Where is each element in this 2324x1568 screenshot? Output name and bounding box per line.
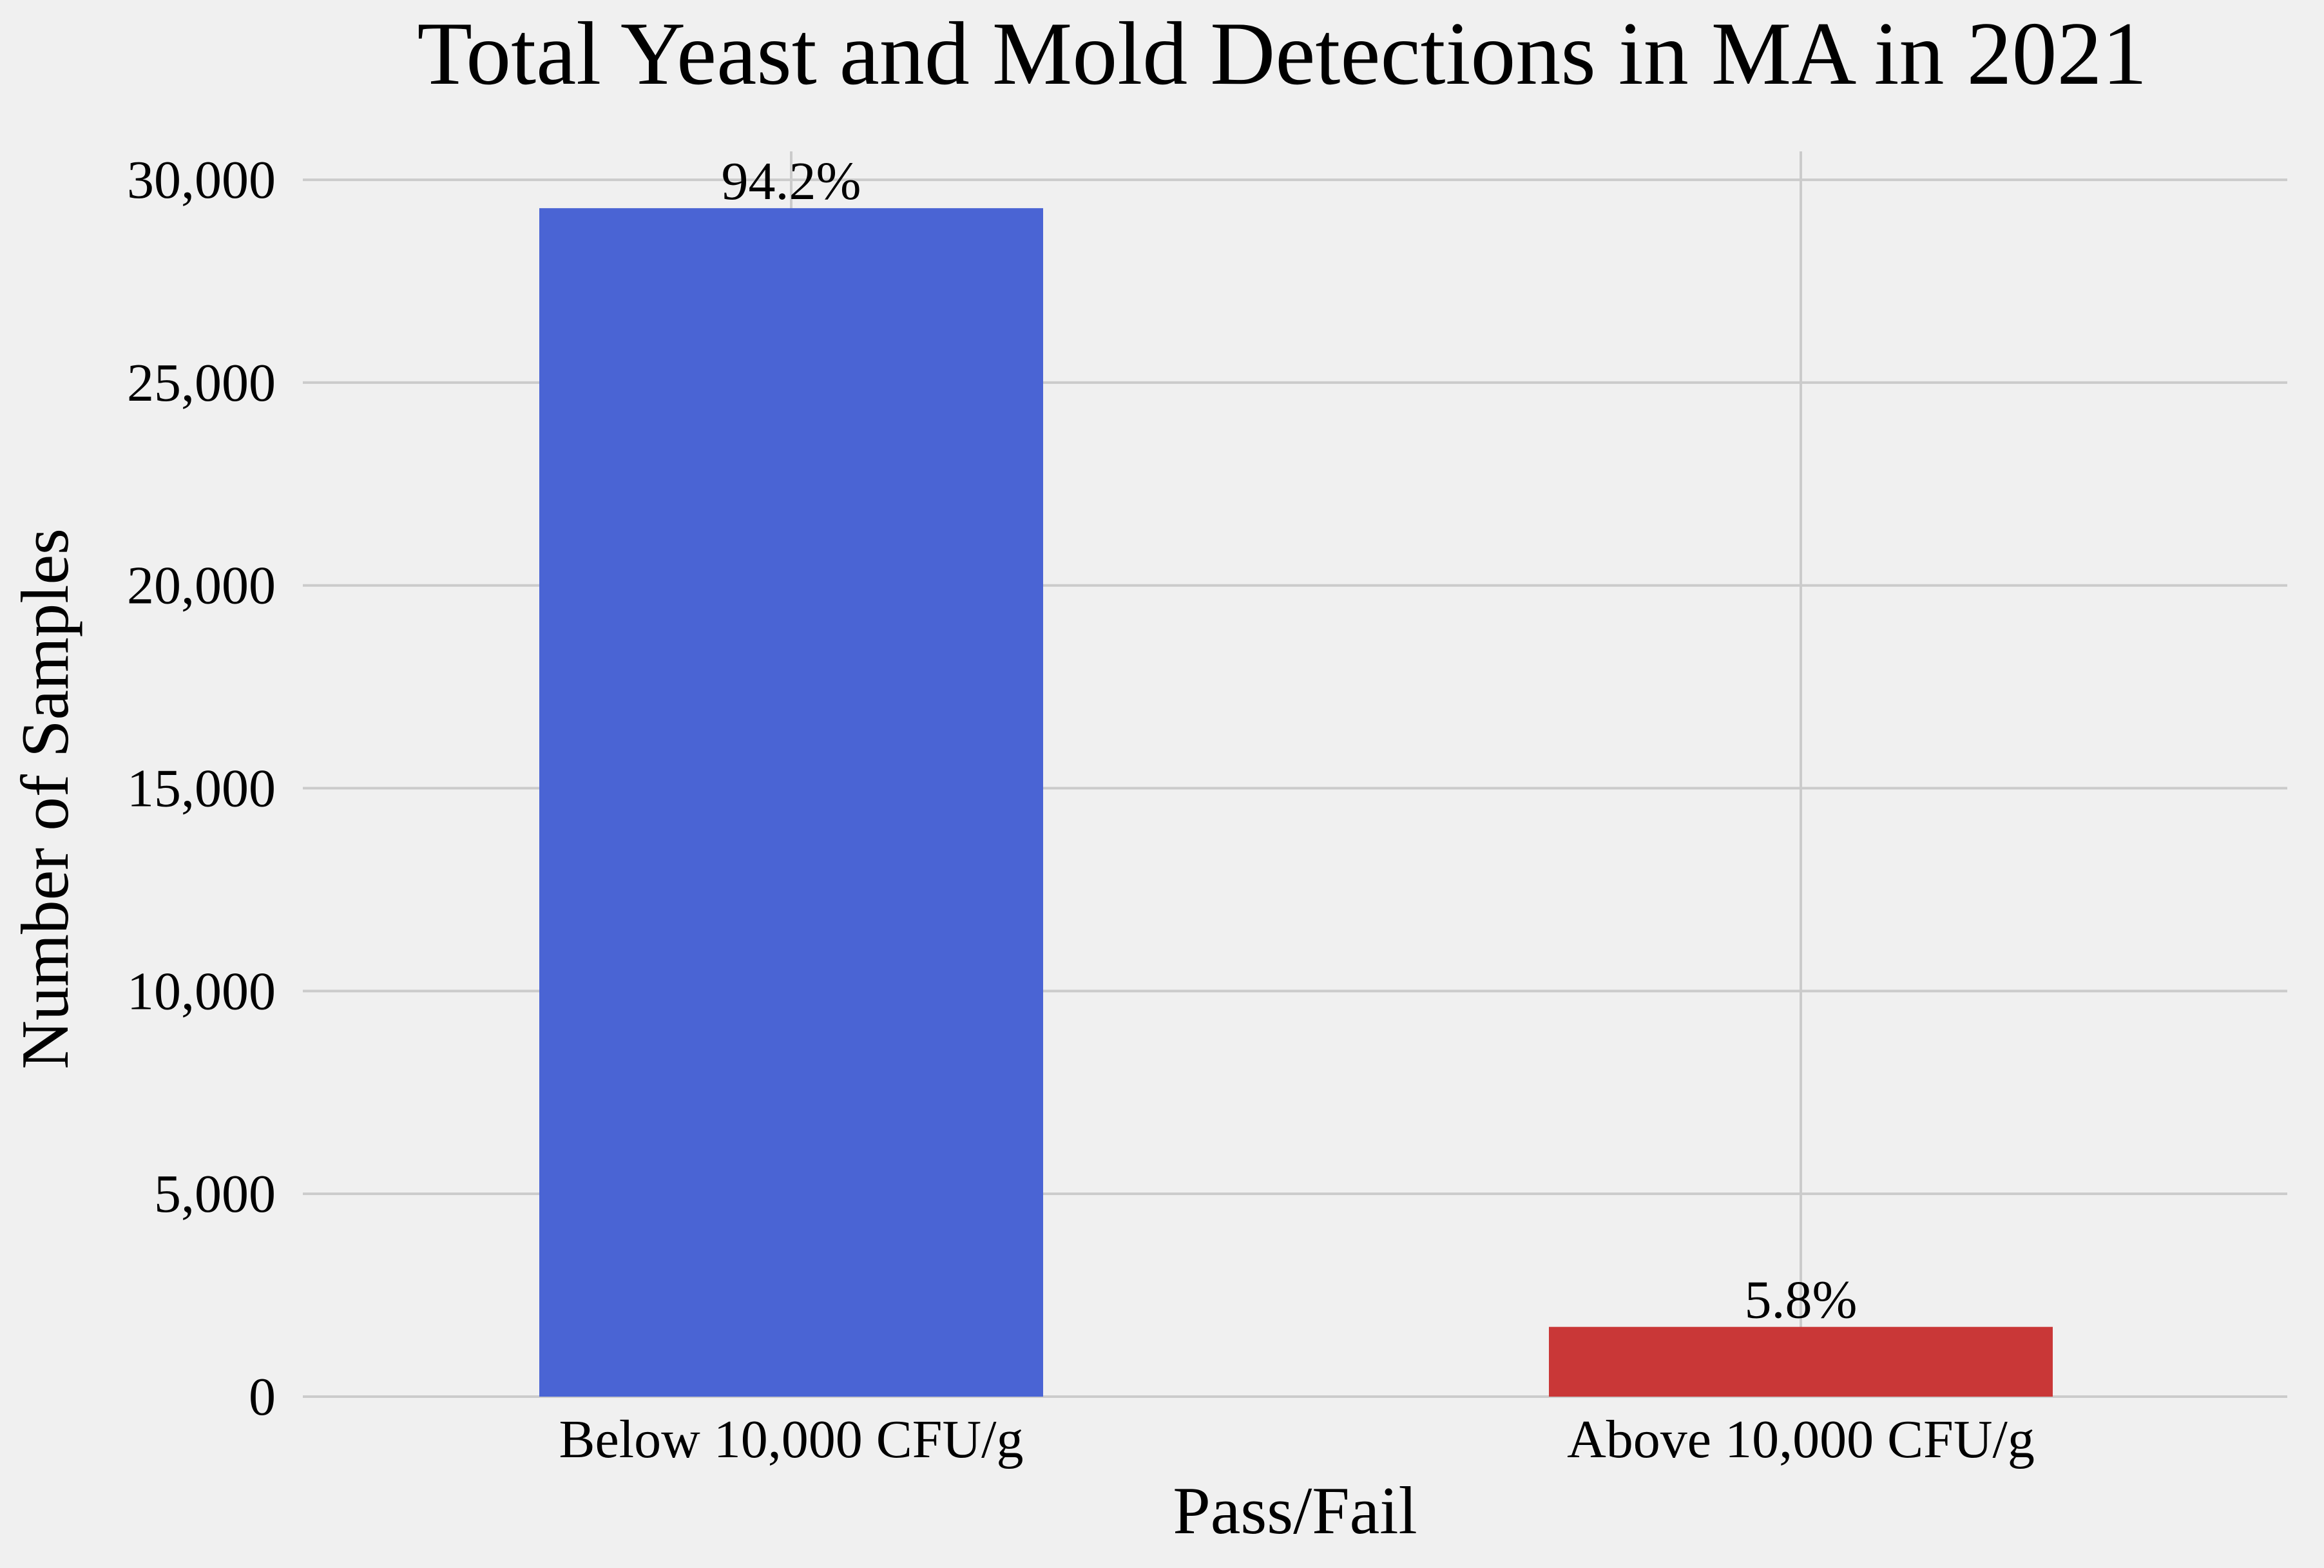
y-tick-label: 20,000 xyxy=(127,556,276,616)
y-tick-label: 25,000 xyxy=(127,353,276,413)
x-tick-labels: Below 10,000 CFU/g Above 10,000 CFU/g xyxy=(559,1410,2034,1469)
data-labels: 94.2% 5.8% xyxy=(722,151,1858,1330)
x-axis-label: Pass/Fail xyxy=(1173,1473,1417,1548)
y-tick-label: 10,000 xyxy=(127,961,276,1021)
bar-data-label: 94.2% xyxy=(722,151,861,211)
y-tick-label: 5,000 xyxy=(154,1164,276,1224)
bars xyxy=(539,208,2053,1397)
bar-data-label: 5.8% xyxy=(1745,1270,1858,1330)
bar xyxy=(539,208,1043,1397)
y-tick-label: 15,000 xyxy=(127,759,276,819)
x-tick-label: Below 10,000 CFU/g xyxy=(559,1410,1023,1469)
y-tick-labels: 0 5,000 10,000 15,000 20,000 25,000 30,000 xyxy=(127,150,276,1427)
y-axis-label: Number of Samples xyxy=(7,528,82,1069)
x-tick-label: Above 10,000 CFU/g xyxy=(1567,1410,2035,1469)
y-tick-label: 30,000 xyxy=(127,150,276,210)
bar xyxy=(1549,1326,2053,1397)
chart-title: Total Yeast and Mold Detections in MA in… xyxy=(417,4,2147,104)
y-tick-label: 0 xyxy=(249,1367,276,1427)
